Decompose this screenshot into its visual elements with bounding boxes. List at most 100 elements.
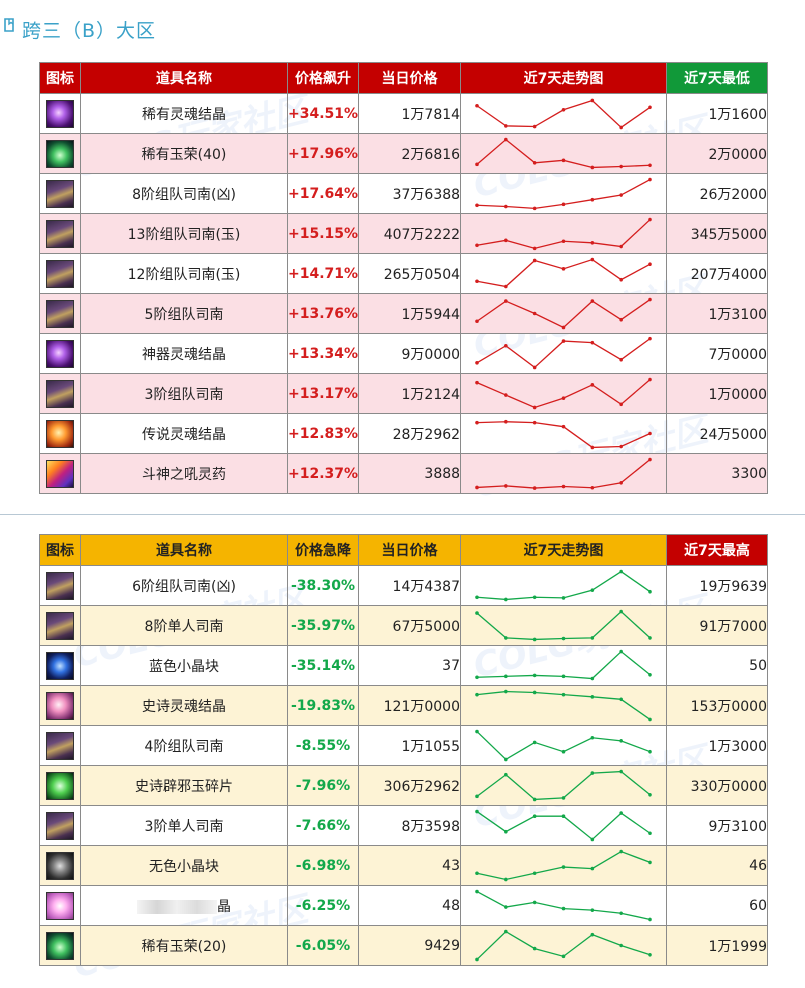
trend-point <box>475 319 479 324</box>
trend-point <box>504 137 508 142</box>
trend-point <box>504 757 508 762</box>
trend-sparkline <box>475 297 652 330</box>
trend-point <box>619 569 623 574</box>
trend-point <box>532 946 537 951</box>
trend-point <box>590 588 595 592</box>
trend-point <box>504 343 508 348</box>
trend-point <box>561 267 566 271</box>
trend-sparkline <box>475 569 652 602</box>
trend-sparkline <box>475 609 652 642</box>
trend-point <box>590 866 595 871</box>
trend-line <box>476 138 651 169</box>
table-row: 6阶组队司南(凶) -38.30% 14万4387 19万9639 <box>39 565 768 606</box>
item-name: 晶 <box>80 885 288 926</box>
trend-point <box>504 689 508 694</box>
trend-sparkline <box>475 98 652 130</box>
col-header-trend: 近7天走势图 <box>460 534 667 566</box>
gray-cube-icon <box>46 851 74 880</box>
table-header-row: 图标 道具名称 价格急降 当日价格 近7天走势图 近7天最高 <box>39 534 768 566</box>
trend-point <box>590 197 595 202</box>
trend-point <box>532 637 537 642</box>
trend-point <box>532 797 537 802</box>
trend-point <box>648 431 652 436</box>
trend-point <box>648 673 652 677</box>
trend-point <box>561 906 566 911</box>
trend-point <box>532 311 537 316</box>
item-name: 5阶组队司南 <box>80 293 288 334</box>
trend-line <box>476 99 651 129</box>
table-row: 稀有玉荣(40) +17.96% 2万6816 2万0000 <box>39 133 769 174</box>
blue-cube-icon <box>46 651 74 680</box>
item-icon-cell <box>39 765 81 806</box>
item-name: 3阶组队司南 <box>80 373 288 414</box>
item-name: 无色小晶块 <box>80 845 288 886</box>
price-change: -35.14% <box>287 645 359 686</box>
green-gem-icon <box>46 931 74 960</box>
trend-point <box>532 595 537 600</box>
trend-point <box>475 611 479 615</box>
trend-chart-cell <box>460 253 668 294</box>
trend-point <box>590 695 595 699</box>
trend-point <box>648 217 652 222</box>
trend-sparkline <box>475 177 652 211</box>
price-change: -6.98% <box>287 845 359 886</box>
price-change: -6.25% <box>287 885 359 926</box>
section-divider <box>0 514 805 515</box>
price-change: -6.05% <box>287 925 359 966</box>
trend-sparkline <box>475 809 652 842</box>
trend-point <box>619 739 623 743</box>
col-header-change: 价格急降 <box>287 534 359 566</box>
extreme-price: 207万4000 <box>666 253 769 294</box>
trend-point <box>504 484 508 488</box>
table-row: 传说灵魂结晶 +12.83% 28万2962 24万5000 <box>39 413 769 454</box>
trend-point <box>648 793 652 797</box>
trend-sparkline <box>475 336 652 370</box>
col-header-icon: 图标 <box>39 534 81 566</box>
trend-point <box>590 299 595 303</box>
item-name: 斗神之吼灵药 <box>80 453 288 494</box>
trend-point <box>590 241 595 245</box>
current-price: 37万6388 <box>358 173 462 214</box>
redacted-text <box>137 899 217 914</box>
table-row: 斗神之吼灵药 +12.37% 3888 3300 <box>39 453 769 494</box>
trend-point <box>475 243 479 248</box>
trend-point <box>648 297 652 302</box>
trend-point <box>475 871 479 876</box>
scroll-compass-icon <box>46 611 74 640</box>
table-row: 神器灵魂结晶 +13.34% 9万0000 7万0000 <box>39 333 769 374</box>
table-row: 史诗辟邪玉碎片 -7.96% 306万2962 330万0000 <box>39 765 768 806</box>
trend-point <box>590 445 595 450</box>
trend-point <box>590 636 595 640</box>
table-row: 稀有玉荣(20) -6.05% 9429 1万1999 <box>39 925 768 966</box>
trend-chart-cell <box>460 413 668 454</box>
trend-point <box>561 239 566 244</box>
trend-line <box>476 338 651 369</box>
trend-point <box>561 674 566 679</box>
item-icon-cell <box>39 453 81 494</box>
col-header-trend: 近7天走势图 <box>460 62 668 94</box>
table-row: 5阶组队司南 +13.76% 1万5944 1万3100 <box>39 293 769 334</box>
trend-point <box>648 105 652 110</box>
table-row: 3阶单人司南 -7.66% 8万3598 9万3100 <box>39 805 768 846</box>
col-header-change: 价格飙升 <box>286 62 360 94</box>
trend-point <box>619 943 623 948</box>
table-row: 稀有灵魂结晶 +34.51% 1万7814 1万1600 <box>39 93 769 134</box>
trend-point <box>532 365 537 370</box>
trend-sparkline <box>475 457 652 490</box>
price-change: +17.64% <box>286 173 360 214</box>
current-price: 265万0504 <box>358 253 462 294</box>
trend-point <box>561 596 566 600</box>
current-price: 28万2962 <box>358 413 462 454</box>
table-row: 12阶组队司南(玉) +14.71% 265万0504 207万4000 <box>39 253 769 294</box>
item-icon-cell <box>39 333 81 374</box>
current-price: 407万2222 <box>358 213 462 254</box>
price-change: -19.83% <box>287 685 359 726</box>
trend-point <box>532 124 537 129</box>
bookmark-icon <box>4 18 14 32</box>
trend-point <box>532 740 537 745</box>
price-change: +17.96% <box>286 133 360 174</box>
extreme-price: 3300 <box>666 453 769 494</box>
trend-line <box>476 770 651 801</box>
item-name: 稀有玉荣(40) <box>80 133 288 174</box>
trend-chart-cell <box>460 925 667 966</box>
